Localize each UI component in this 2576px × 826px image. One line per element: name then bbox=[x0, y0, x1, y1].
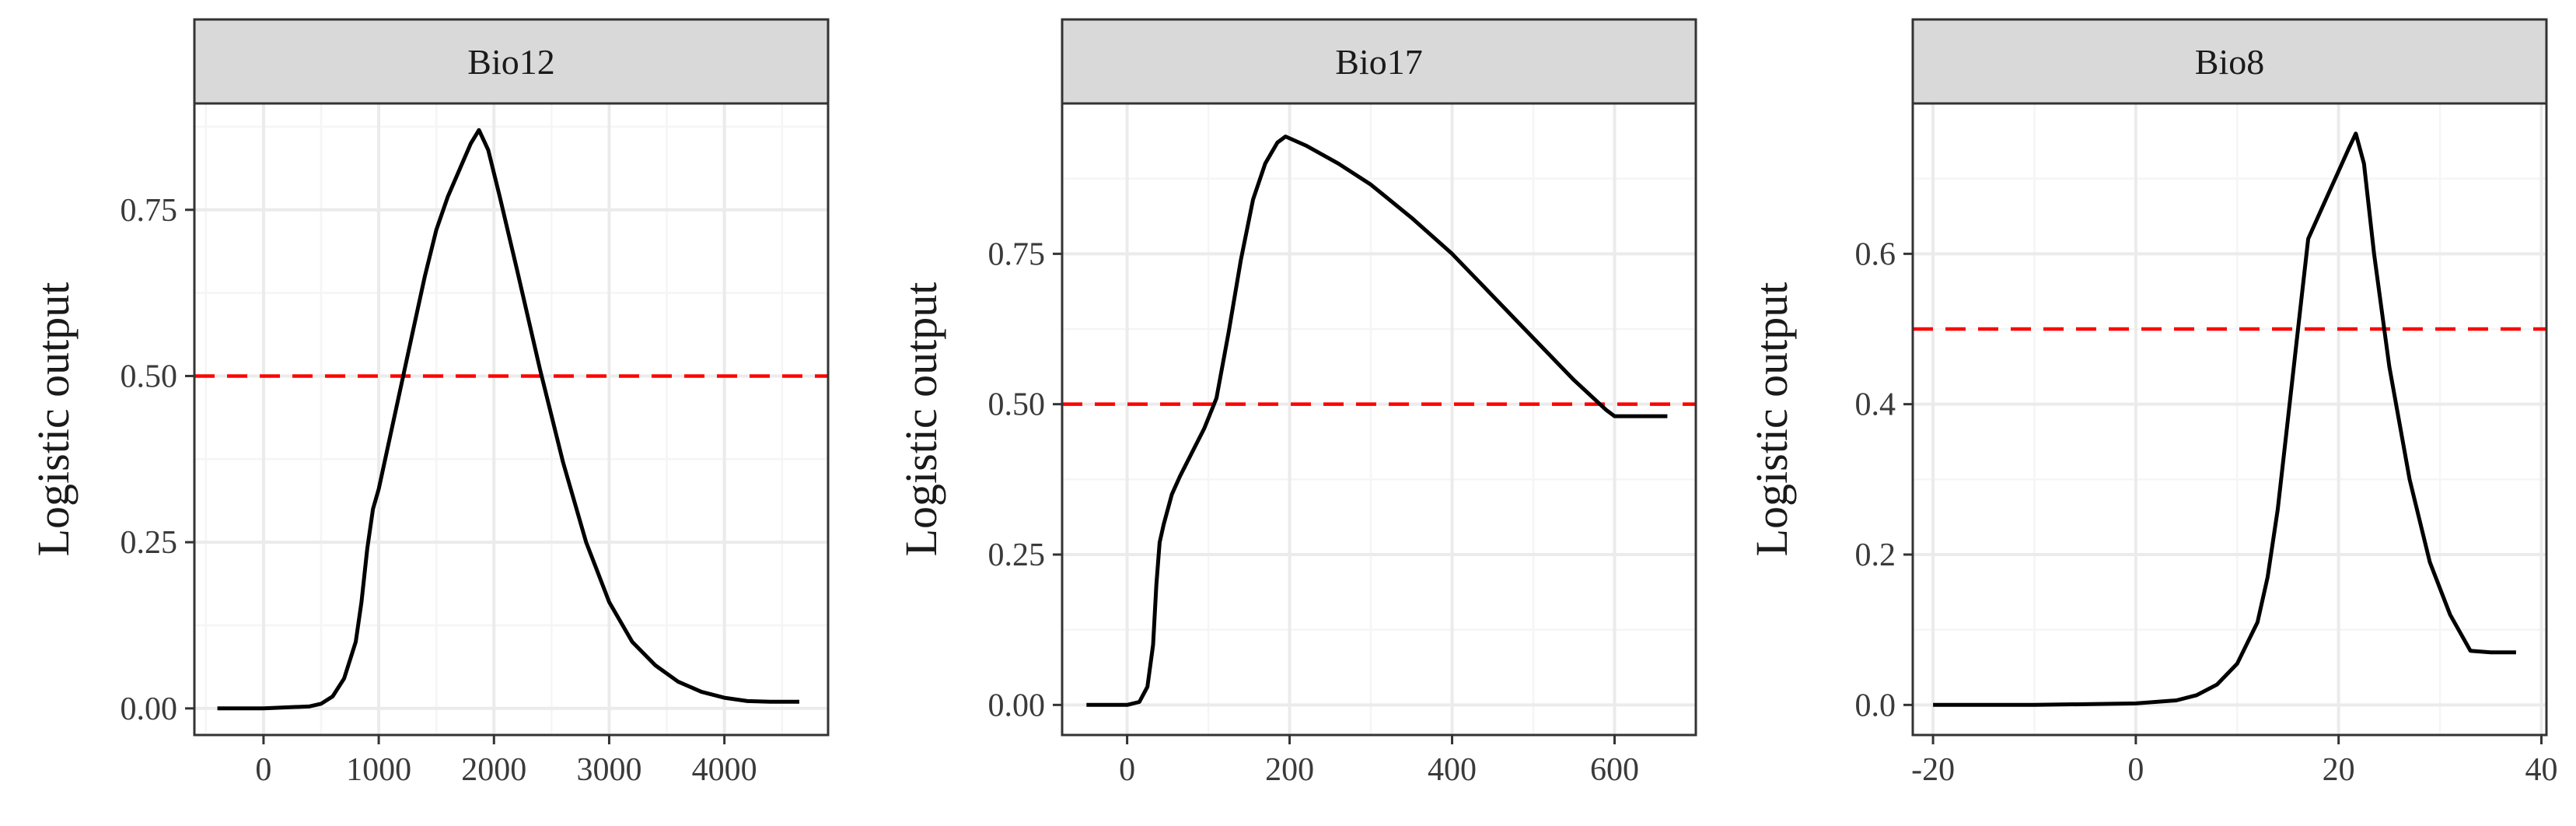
y-tick-label: 0.4 bbox=[1855, 387, 1896, 423]
y-tick-label: 0.00 bbox=[988, 688, 1046, 723]
x-tick-label: 600 bbox=[1590, 752, 1639, 788]
response-curve bbox=[1086, 135, 1668, 707]
x-tick-label: 20 bbox=[2323, 752, 2355, 788]
y-tick-label: 0.2 bbox=[1855, 537, 1896, 573]
y-tick-label: 0.75 bbox=[121, 193, 178, 229]
strip-background bbox=[193, 18, 830, 105]
y-tick-label: 0.25 bbox=[988, 537, 1046, 573]
y-axis-title: Logistic output bbox=[896, 282, 946, 557]
response-curve bbox=[217, 128, 799, 711]
strip-background bbox=[1911, 18, 2548, 105]
y-tick-label: 0.00 bbox=[121, 691, 178, 727]
strip-label: Bio8 bbox=[2195, 42, 2264, 82]
x-tick-label: 1000 bbox=[346, 752, 411, 788]
x-tick-label: 4000 bbox=[692, 752, 757, 788]
panel-background bbox=[194, 103, 828, 735]
facet-bio12: Bio12 0 1000 2000 3000 4000 0.00 0.25 0.50 0.75 Lo… bbox=[28, 18, 830, 788]
x-tick-label: 400 bbox=[1428, 752, 1477, 788]
y-tick-label: 0.75 bbox=[988, 236, 1046, 272]
y-axis-title: Logistic output bbox=[1746, 282, 1797, 557]
x-tick-label: 0 bbox=[2127, 752, 2144, 788]
response-curve bbox=[1933, 131, 2516, 707]
x-tick-label: 0 bbox=[255, 752, 271, 788]
x-tick-label: 3000 bbox=[576, 752, 641, 788]
strip-background bbox=[1061, 18, 1697, 105]
panel-background bbox=[1062, 103, 1696, 735]
facet-bio17: Bio17 0 200 400 600 0.00 0.25 0.50 0.75 Logistic … bbox=[896, 18, 1697, 788]
y-tick-label: 0.50 bbox=[121, 359, 178, 394]
y-tick-label: 0.25 bbox=[121, 525, 178, 561]
y-tick-label: 0.0 bbox=[1855, 688, 1896, 723]
x-tick-label: 200 bbox=[1265, 752, 1314, 788]
strip-label: Bio17 bbox=[1335, 42, 1422, 82]
strip-label: Bio12 bbox=[467, 42, 554, 82]
facet-bio8: Bio8 -20 0 20 40 0.0 0.2 0.4 0.6 Logistic output bbox=[1746, 18, 2557, 788]
x-tick-label: 40 bbox=[2525, 752, 2557, 788]
panel-background bbox=[1913, 103, 2546, 735]
x-tick-label: 2000 bbox=[461, 752, 526, 788]
y-tick-label: 0.6 bbox=[1855, 236, 1896, 272]
y-axis-title: Logistic output bbox=[28, 282, 79, 557]
y-tick-label: 0.50 bbox=[988, 387, 1046, 423]
x-tick-label: 0 bbox=[1119, 752, 1135, 788]
x-tick-label: -20 bbox=[1911, 752, 1955, 788]
